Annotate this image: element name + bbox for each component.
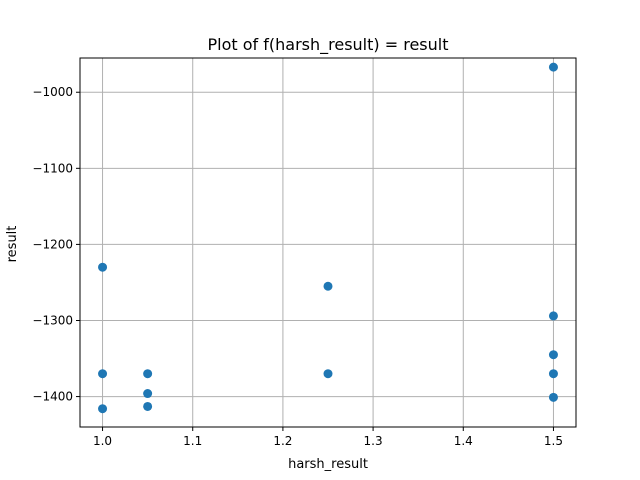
y-tick-label: −1000 [32, 85, 73, 99]
x-tick-label: 1.5 [544, 434, 563, 448]
y-axis-label: result [5, 226, 20, 263]
x-axis-ticks: 1.0 1.1 1.2 1.3 1.4 1.5 [93, 427, 563, 448]
y-tick-label: −1200 [32, 237, 73, 251]
data-point [548, 392, 558, 402]
data-point [548, 62, 558, 72]
data-point [143, 401, 153, 411]
data-point [548, 350, 558, 360]
data-point [548, 311, 558, 321]
x-tick-label: 1.3 [364, 434, 383, 448]
data-point [143, 369, 153, 379]
x-tick-label: 1.2 [273, 434, 292, 448]
x-axis-label: harsh_result [288, 457, 368, 472]
data-point [323, 369, 333, 379]
y-axis-ticks: −1000 −1100 −1200 −1300 −1400 [32, 85, 80, 404]
grid-lines [80, 58, 576, 427]
data-point [98, 262, 108, 272]
y-tick-label: −1400 [32, 390, 73, 404]
data-point [98, 369, 108, 379]
y-tick-label: −1100 [32, 161, 73, 175]
data-point [548, 369, 558, 379]
y-tick-label: −1300 [32, 313, 73, 327]
x-tick-label: 1.1 [183, 434, 202, 448]
data-point [323, 281, 333, 291]
data-point [98, 404, 108, 414]
chart-title: Plot of f(harsh_result) = result [208, 35, 449, 55]
x-tick-label: 1.0 [93, 434, 112, 448]
data-point [143, 389, 153, 399]
plot-frame [79, 57, 577, 428]
data-points [98, 62, 558, 414]
x-tick-label: 1.4 [454, 434, 473, 448]
